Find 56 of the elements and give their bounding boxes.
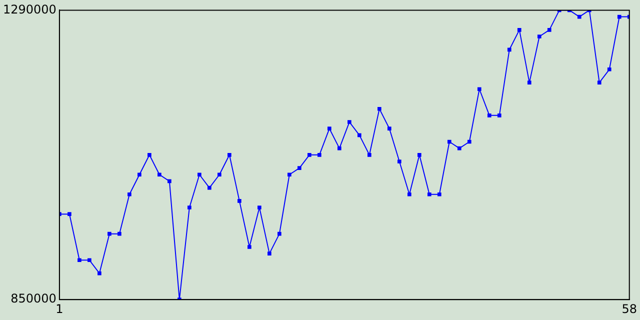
point <box>357 133 362 138</box>
point <box>577 14 582 19</box>
point <box>497 114 502 118</box>
point <box>118 232 122 236</box>
point <box>377 106 382 111</box>
point <box>517 28 522 32</box>
point <box>108 232 112 236</box>
point <box>347 120 352 124</box>
point <box>507 48 512 52</box>
point <box>527 80 532 84</box>
point <box>327 126 332 131</box>
x-tick-label: 1 <box>56 302 64 316</box>
point <box>128 192 132 196</box>
y-tick-label: 1290000 <box>2 2 56 16</box>
point <box>477 87 482 92</box>
point <box>268 252 272 256</box>
point <box>238 199 242 203</box>
point <box>367 152 372 157</box>
point <box>317 152 322 157</box>
point <box>228 152 232 157</box>
point <box>68 212 72 216</box>
point <box>188 206 192 210</box>
point <box>417 152 422 157</box>
point <box>198 172 202 177</box>
point <box>537 34 542 38</box>
point <box>427 192 432 196</box>
point <box>258 206 262 210</box>
point <box>597 80 602 84</box>
point <box>98 271 102 276</box>
point <box>88 258 92 262</box>
x-tick-label: 58 <box>622 302 638 316</box>
point <box>307 152 312 157</box>
point <box>437 192 442 196</box>
point <box>617 14 622 19</box>
point <box>78 258 82 262</box>
point <box>407 192 412 196</box>
point <box>447 140 452 144</box>
point <box>457 146 462 150</box>
point <box>547 28 552 32</box>
point <box>248 245 252 249</box>
point <box>467 140 472 144</box>
point <box>337 146 342 150</box>
point <box>288 172 292 177</box>
point <box>607 67 612 72</box>
point <box>148 152 152 157</box>
point <box>158 172 162 177</box>
point <box>208 186 212 190</box>
point <box>168 179 172 184</box>
point <box>297 166 302 170</box>
point <box>397 160 402 164</box>
point <box>487 114 492 118</box>
point <box>218 172 222 177</box>
y-tick-label: 850000 <box>10 292 56 306</box>
point <box>387 126 392 131</box>
point <box>278 232 282 236</box>
point <box>138 172 142 177</box>
